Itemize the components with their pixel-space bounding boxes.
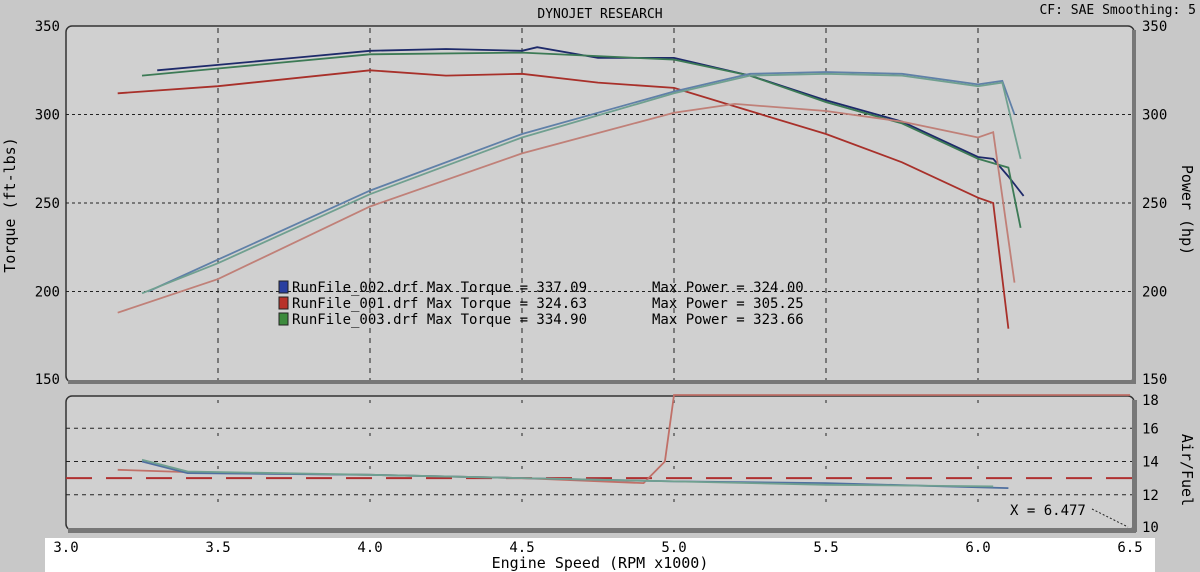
cursor-label: X = 6.477 <box>1010 503 1086 519</box>
legend-max-power: Max Power = 323.66 <box>652 312 804 328</box>
y-tick-label: 200 <box>35 285 60 301</box>
series-runfile-001-torque <box>117 69 1010 329</box>
x-tick-label: 4.5 <box>509 540 534 556</box>
settings-label: CF: SAE Smoothing: 5 <box>1039 3 1196 18</box>
y-tick-label: 300 <box>35 108 60 124</box>
legend-run-file: RunFile_001.drf Max Torque = 324.63 <box>292 296 587 312</box>
y2-tick-label: 300 <box>1142 108 1167 124</box>
y2-tick-label: 350 <box>1142 19 1167 35</box>
legend-swatch <box>278 312 289 326</box>
series-runfile-003-power <box>141 72 1022 295</box>
legend-swatch <box>278 296 289 310</box>
legend-max-power: Max Power = 305.25 <box>652 296 804 312</box>
y-tick-label: 350 <box>35 19 60 35</box>
y-tick-label: 150 <box>35 372 60 388</box>
series-runfile-002-power <box>147 71 1016 293</box>
afr-tick-label: 14 <box>1142 455 1159 471</box>
y-tick-label: 250 <box>35 196 60 212</box>
chart-title: DYNOJET RESEARCH <box>537 7 662 22</box>
afr-tick-label: 16 <box>1142 421 1159 437</box>
cursor-leader <box>1091 508 1129 528</box>
afr-tick-label: 12 <box>1142 488 1159 504</box>
y-axis-label: Torque (ft-lbs) <box>1 137 19 272</box>
y2-tick-label: 150 <box>1142 372 1167 388</box>
y2-axis-label: Power (hp) <box>1178 165 1196 255</box>
x-tick-label: 5.5 <box>813 540 838 556</box>
x-tick-label: 6.0 <box>965 540 990 556</box>
x-tick-label: 4.0 <box>357 540 382 556</box>
legend-max-power: Max Power = 324.00 <box>652 280 804 296</box>
afr-tick-label: 10 <box>1142 520 1159 536</box>
series-runfile-003-torque <box>141 51 1022 228</box>
series-runfile-001-power <box>117 102 1016 314</box>
x-tick-label: 6.5 <box>1117 540 1142 556</box>
y2-tick-label: 200 <box>1142 285 1167 301</box>
afr-tick-label: 18 <box>1142 393 1159 409</box>
legend-run-file: RunFile_003.drf Max Torque = 334.90 <box>292 312 587 328</box>
x-axis-label: Engine Speed (RPM x1000) <box>492 554 709 572</box>
x-tick-label: 3.5 <box>205 540 230 556</box>
x-tick-label: 5.0 <box>661 540 686 556</box>
legend-swatch <box>278 280 289 294</box>
y2-tick-label: 250 <box>1142 196 1167 212</box>
series-runfile-003-afr <box>141 458 994 488</box>
afr-axis-label: Air/Fuel <box>1178 434 1196 506</box>
x-tick-label: 3.0 <box>53 540 78 556</box>
legend-run-file: RunFile_002.drf Max Torque = 337.09 <box>292 280 587 296</box>
